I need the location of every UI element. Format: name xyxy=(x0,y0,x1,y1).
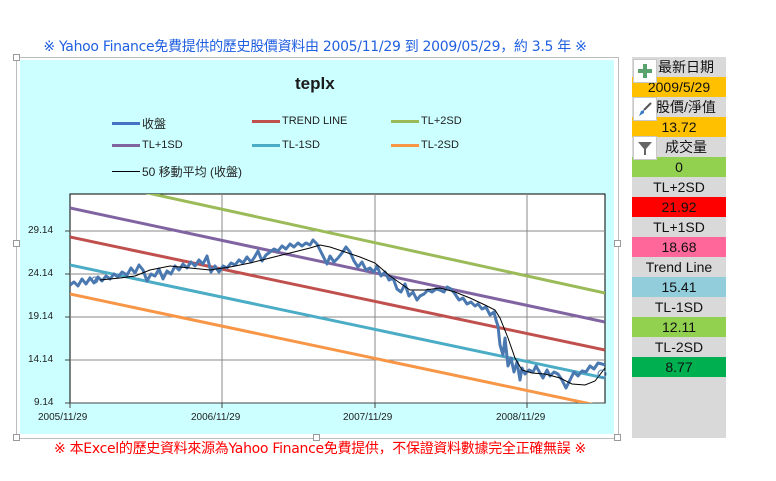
legend-swatch-tlm1 xyxy=(252,143,280,147)
label-tl-plus-1sd: TL+1SD xyxy=(632,217,726,237)
data-disclaimer: ※ 本Excel的歷史資料來源為Yahoo Finance免費提供，不保證資料數… xyxy=(54,441,586,457)
legend-swatch-trend xyxy=(252,119,280,123)
legend-label: TREND LINE xyxy=(282,115,348,127)
x-tick: 2008/11/29 xyxy=(496,412,546,423)
x-tick: 2006/11/29 xyxy=(191,412,241,423)
legend-trend-line[interactable]: TREND LINE xyxy=(252,115,347,127)
resize-handle-sw[interactable] xyxy=(13,434,20,441)
series-tl-plus-2sd xyxy=(145,194,605,295)
legend-ma50[interactable]: 50 移動平均 (收盤) xyxy=(112,163,242,180)
legend-swatch-tl1 xyxy=(112,143,140,147)
value-tl-minus-2sd: 8.77 xyxy=(632,357,726,377)
value-volume: 0 xyxy=(632,157,726,177)
brush-icon xyxy=(639,102,652,116)
legend-tl-minus-2sd[interactable]: TL-2SD xyxy=(391,139,459,151)
legend-label: 50 移動平均 (收盤) xyxy=(142,165,243,179)
label-tl-minus-2sd: TL-2SD xyxy=(632,337,726,357)
chart-filters-button[interactable] xyxy=(633,136,657,160)
x-tick: 2005/11/29 xyxy=(38,412,88,423)
filter-icon xyxy=(638,142,652,155)
legend-tl-plus-1sd[interactable]: TL+1SD xyxy=(112,139,183,151)
y-tick: 24.14 xyxy=(28,268,54,279)
legend-swatch-close xyxy=(112,122,140,125)
value-tl-plus-1sd: 18.68 xyxy=(632,237,726,257)
value-tl-minus-1sd: 12.11 xyxy=(632,317,726,337)
y-tick: 29.14 xyxy=(28,225,54,236)
legend-label: TL-2SD xyxy=(421,139,459,151)
legend-label: 收盤 xyxy=(142,117,167,131)
label-tl-plus-2sd: TL+2SD xyxy=(632,177,726,197)
chart-elements-button[interactable] xyxy=(633,59,657,83)
chart-styles-button[interactable] xyxy=(633,97,657,121)
value-trend-line: 15.41 xyxy=(632,277,726,297)
resize-handle-e[interactable] xyxy=(614,240,621,247)
series-ma50 xyxy=(99,244,605,386)
resize-handle-nw[interactable] xyxy=(13,54,20,61)
value-tl-plus-2sd: 21.92 xyxy=(632,197,726,217)
x-tick: 2007/11/29 xyxy=(343,412,393,423)
label-trend-line: Trend Line xyxy=(632,257,726,277)
resize-handle-se[interactable] xyxy=(614,434,621,441)
series-tl-plus-1sd xyxy=(70,206,605,324)
legend-label: TL+1SD xyxy=(142,139,183,151)
legend-swatch-ma50 xyxy=(112,171,140,172)
legend-tl-minus-1sd[interactable]: TL-1SD xyxy=(252,139,320,151)
legend-swatch-tlm2 xyxy=(391,143,419,147)
selected-point-marker xyxy=(91,276,99,284)
series-trend-line xyxy=(70,235,605,352)
selected-point-marker xyxy=(597,369,607,379)
legend-swatch-tl2 xyxy=(391,119,419,123)
legend-close[interactable]: 收盤 xyxy=(112,115,166,132)
legend-label: TL-1SD xyxy=(282,139,320,151)
value-price-nav: 13.72 xyxy=(632,117,726,137)
legend-label: TL+2SD xyxy=(421,115,462,127)
resize-handle-s[interactable] xyxy=(313,434,320,441)
y-tick: 14.14 xyxy=(28,354,54,365)
y-tick: 9.14 xyxy=(34,397,54,408)
plus-icon xyxy=(638,64,652,78)
series-tl-minus-2sd xyxy=(70,292,594,403)
chart-title: teplx xyxy=(295,74,335,93)
resize-handle-w[interactable] xyxy=(13,240,20,247)
chart-source-title: ※ Yahoo Finance免費提供的歷史股價資料由 2005/11/29 到… xyxy=(43,39,587,55)
series-close xyxy=(70,238,605,390)
legend-tl-plus-2sd[interactable]: TL+2SD xyxy=(391,115,462,127)
y-tick: 19.14 xyxy=(28,311,54,322)
label-tl-minus-1sd: TL-1SD xyxy=(632,297,726,317)
